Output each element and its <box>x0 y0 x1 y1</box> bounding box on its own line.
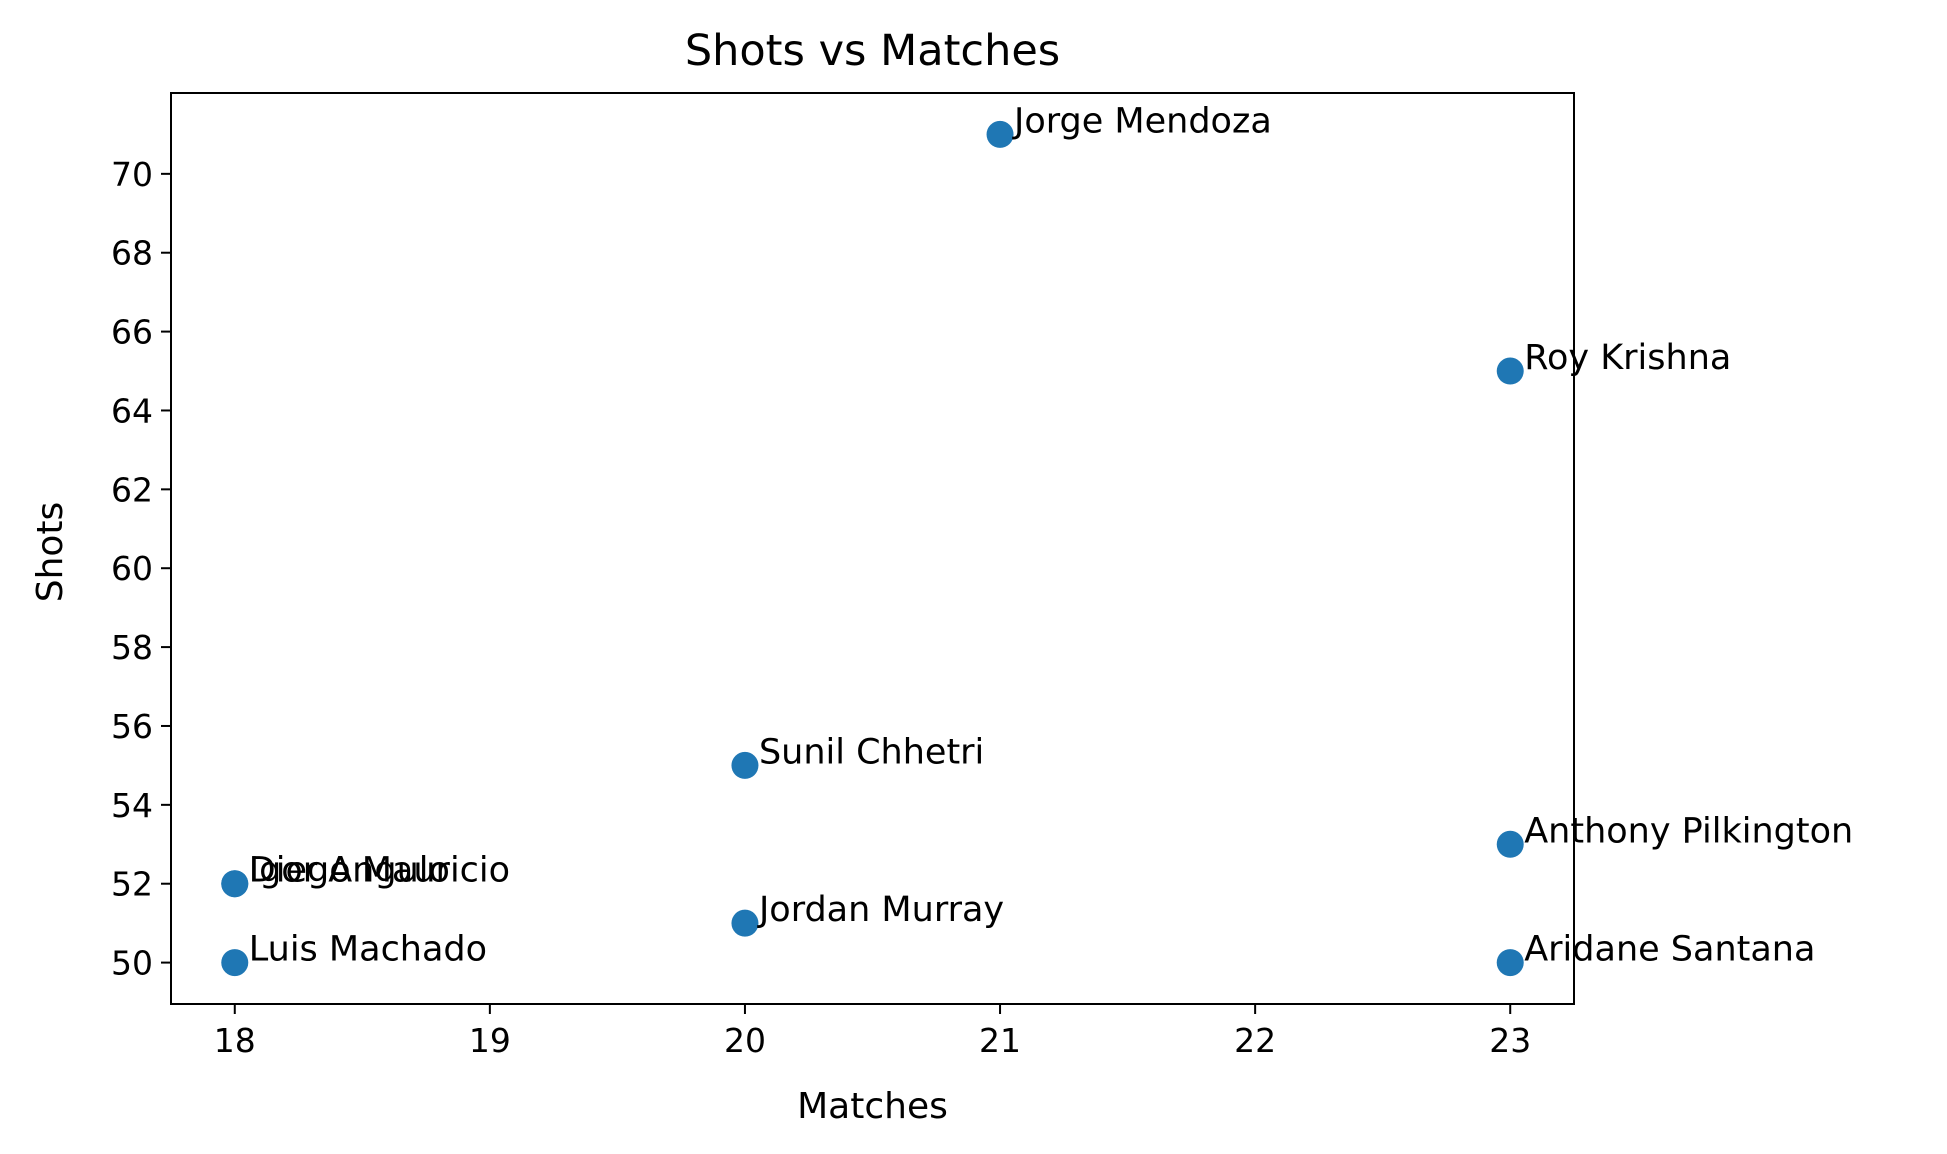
point-label: Sunil Chhetri <box>759 732 984 772</box>
y-tick-label: 58 <box>111 628 153 667</box>
x-axis-ticks: 18 19 20 21 22 23 <box>214 1004 1531 1060</box>
scatter-point <box>1496 949 1524 977</box>
plot-area-frame <box>170 92 1575 1005</box>
scatter-point <box>221 949 249 977</box>
y-tick-label: 50 <box>111 944 153 983</box>
point-label: Roy Krishna <box>1524 338 1731 378</box>
y-tick-label: 54 <box>111 786 153 825</box>
chart-title: Shots vs Matches <box>685 26 1060 76</box>
point-label: Luis Machado <box>249 930 487 970</box>
data-points <box>221 120 1524 977</box>
scatter-point <box>1496 830 1524 858</box>
x-tick-label: 23 <box>1489 1021 1531 1060</box>
point-label: Jordan Murray <box>757 890 1004 930</box>
scatter-point <box>1496 357 1524 385</box>
point-label: Igor Angulo <box>249 851 450 891</box>
x-tick-label: 21 <box>979 1021 1021 1060</box>
x-tick-label: 22 <box>1234 1021 1276 1060</box>
scatter-point <box>731 751 759 779</box>
point-label: Aridane Santana <box>1524 930 1815 970</box>
x-tick-label: 18 <box>214 1021 256 1060</box>
point-label: Diego Mauricio <box>249 851 510 891</box>
y-tick-label: 60 <box>111 549 153 588</box>
point-labels: Sunil Chhetri Roy Krishna Jorge Mendoza Igo… <box>249 101 1853 969</box>
y-axis-label: Shots <box>30 502 71 603</box>
y-tick-label: 62 <box>111 470 153 509</box>
y-tick-label: 70 <box>111 155 153 194</box>
point-label: Anthony Pilkington <box>1524 811 1853 851</box>
y-tick-label: 68 <box>111 234 153 273</box>
y-tick-label: 64 <box>111 391 153 430</box>
y-axis-ticks: 50 52 54 56 58 60 62 64 66 68 70 <box>111 155 171 983</box>
scatter-point <box>986 120 1014 148</box>
y-tick-label: 52 <box>111 865 153 904</box>
point-label: Jorge Mendoza <box>1012 101 1272 141</box>
scatter-point <box>221 870 249 898</box>
y-tick-label: 66 <box>111 313 153 352</box>
x-axis-label: Matches <box>797 1086 948 1127</box>
y-tick-label: 56 <box>111 707 153 746</box>
x-tick-label: 19 <box>469 1021 511 1060</box>
scatter-point <box>731 909 759 937</box>
x-tick-label: 20 <box>724 1021 766 1060</box>
